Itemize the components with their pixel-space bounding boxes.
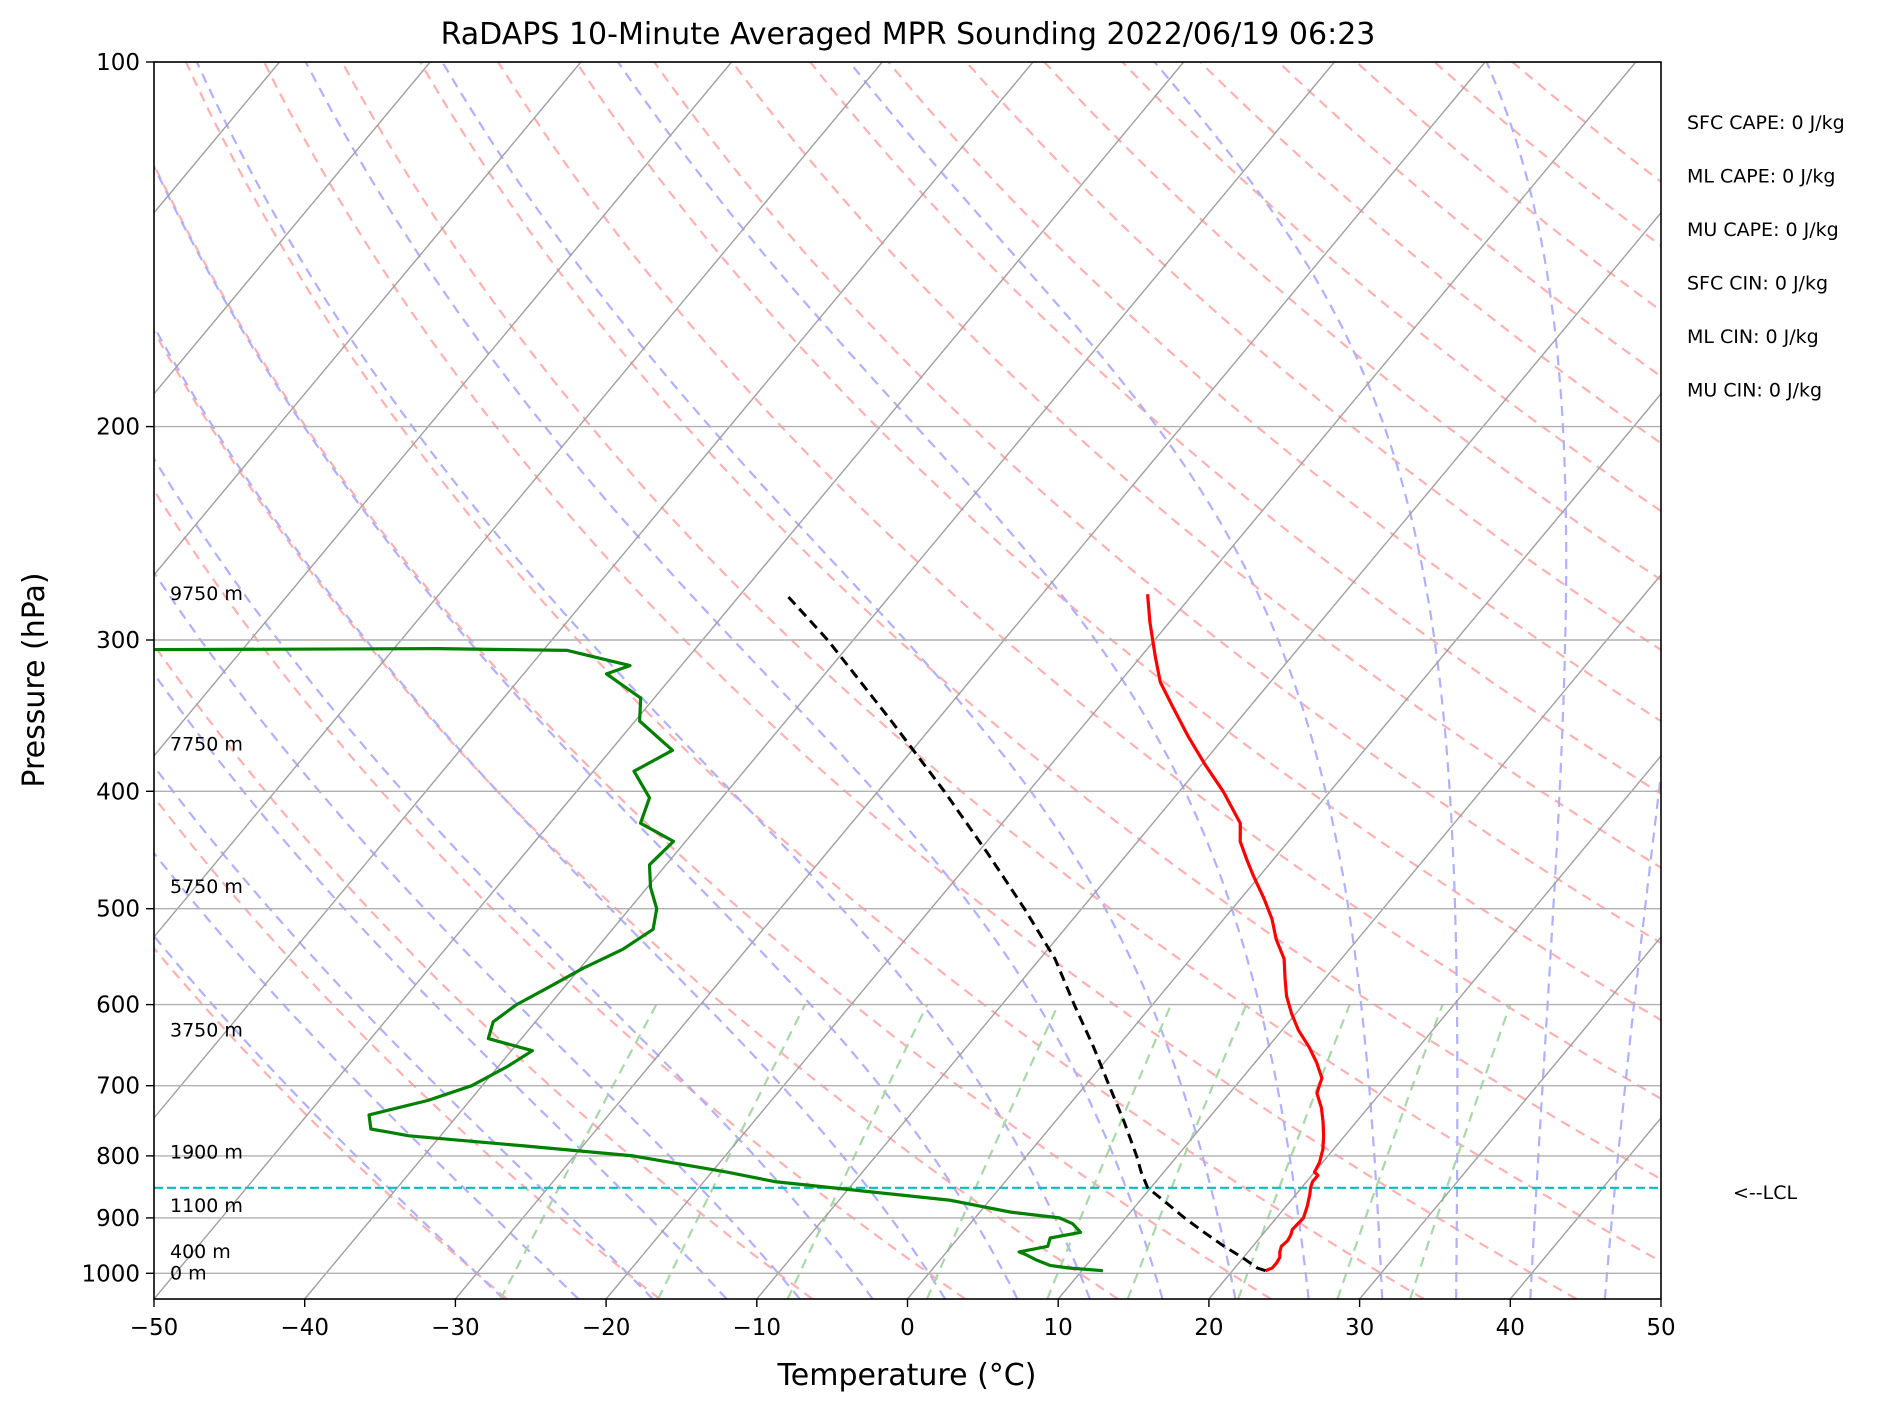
isotherm-line xyxy=(154,62,1185,1299)
mixing-ratio-line xyxy=(499,1004,658,1299)
dry-adiabat-line xyxy=(497,62,1661,1100)
y-tick-label: 100 xyxy=(96,50,140,76)
y-tick-label: 200 xyxy=(96,415,140,441)
mixing-ratio-line xyxy=(786,1004,929,1299)
isotherm-line xyxy=(1208,754,1661,1299)
dry-adiabat-line xyxy=(341,62,1661,1263)
moist-adiabat-line xyxy=(154,163,1019,1299)
isotherm-line xyxy=(1359,935,1661,1299)
dry-adiabat-line xyxy=(185,62,1425,1299)
dry-adiabat-line xyxy=(263,62,1578,1299)
sounding-traces xyxy=(154,593,1326,1273)
isotherm-line xyxy=(906,392,1661,1299)
moist-adiabat-line xyxy=(617,62,1310,1299)
moist-adiabat-line xyxy=(154,934,505,1299)
dry-adiabat-line xyxy=(653,62,1661,945)
x-tick-label: 40 xyxy=(1496,1315,1525,1341)
moist-adiabat-line xyxy=(1603,765,1661,1299)
mixing-ratio-line xyxy=(925,1004,1060,1299)
x-tick-label: −40 xyxy=(280,1315,329,1341)
dry-adiabat-line xyxy=(809,62,1661,796)
temperature-trace xyxy=(1146,594,1326,1273)
moist-adiabat-line xyxy=(154,456,874,1299)
y-tick-label: 900 xyxy=(96,1206,140,1232)
moist-adiabat-line xyxy=(195,62,1091,1299)
isotherm-line xyxy=(454,62,1486,1299)
mixing-ratio-line xyxy=(1237,1004,1351,1299)
mixing-ratio-line xyxy=(1126,1004,1248,1299)
x-tick-label: 10 xyxy=(1044,1315,1073,1341)
moist-adiabat-line xyxy=(154,324,947,1299)
moist-adiabat-line xyxy=(1153,62,1459,1299)
mixing-ratio-line xyxy=(1409,1004,1512,1299)
parcel-path-trace xyxy=(784,593,1267,1273)
dry-adiabat-line xyxy=(965,62,1661,652)
stability-annotation: MU CAPE: 0 J/kg xyxy=(1687,219,1839,241)
dewpoint-trace xyxy=(154,647,1104,1273)
y-tick-label: 800 xyxy=(96,1144,140,1170)
mixing-ratio-line xyxy=(1336,1004,1444,1299)
isotherm-line xyxy=(154,62,733,757)
x-tick-label: 20 xyxy=(1194,1315,1223,1341)
x-axis-label: Temperature (°C) xyxy=(777,1358,1037,1393)
height-label: 0 m xyxy=(170,1262,207,1284)
x-tick-label: 0 xyxy=(900,1315,915,1341)
x-tick-label: 30 xyxy=(1345,1315,1374,1341)
y-tick-label: 500 xyxy=(96,897,140,923)
height-label: 1900 m xyxy=(170,1142,243,1164)
isotherm-line xyxy=(154,62,582,576)
moist-adiabat-line xyxy=(441,62,1237,1299)
isotherm-line xyxy=(154,62,431,395)
chart-title: RaDAPS 10-Minute Averaged MPR Sounding 2… xyxy=(441,17,1376,52)
height-label: 3750 m xyxy=(170,1019,243,1041)
y-tick-label: 600 xyxy=(96,993,140,1019)
y-tick-label: 1000 xyxy=(81,1261,140,1287)
x-tick-label: −10 xyxy=(733,1315,782,1341)
x-tick-label: −30 xyxy=(431,1315,480,1341)
isotherm-line xyxy=(1057,573,1661,1299)
moist-adiabat-line xyxy=(304,62,1164,1299)
dry-adiabat-line xyxy=(1043,62,1661,582)
x-tick-label: −20 xyxy=(582,1315,631,1341)
isotherm-line xyxy=(154,62,1034,1120)
stability-annotation: ML CAPE: 0 J/kg xyxy=(1687,166,1835,188)
moist-adiabat-line xyxy=(1485,62,1568,1299)
height-label: 7750 m xyxy=(170,734,243,756)
height-label: 400 m xyxy=(170,1241,231,1263)
moist-adiabat-line xyxy=(154,851,580,1299)
height-label: 1100 m xyxy=(170,1195,243,1217)
dry-adiabat-line xyxy=(154,643,814,1299)
lcl-label: <--LCL xyxy=(1733,1182,1797,1204)
dry-adiabat-line xyxy=(575,62,1661,1022)
stability-annotations: SFC CAPE: 0 J/kg ML CAPE: 0 J/kg MU CAPE: … xyxy=(1687,112,1845,402)
y-tick-label: 400 xyxy=(96,779,140,805)
pressure-gridlines xyxy=(154,62,1661,1275)
dry-adiabat-line xyxy=(154,162,1272,1299)
stability-annotation: SFC CAPE: 0 J/kg xyxy=(1687,112,1845,134)
background-lines xyxy=(154,62,1661,1299)
y-axis-label: Pressure (hPa) xyxy=(17,572,52,787)
stability-annotation: ML CIN: 0 J/kg xyxy=(1687,326,1819,348)
y-tick-label: 300 xyxy=(96,628,140,654)
x-tick-label: −50 xyxy=(130,1315,179,1341)
y-axis: 1000 900 800 700 600 500 400 300 200 100 xyxy=(81,50,154,1287)
isotherm-line xyxy=(304,62,1335,1299)
stability-annotation: MU CIN: 0 J/kg xyxy=(1687,380,1822,402)
moist-adiabat-line xyxy=(848,62,1384,1299)
isotherm-line xyxy=(756,211,1661,1299)
mixing-ratio-line xyxy=(1046,1004,1173,1299)
y-tick-label: 700 xyxy=(96,1074,140,1100)
height-label: 9750 m xyxy=(170,583,243,605)
stability-annotation: SFC CIN: 0 J/kg xyxy=(1687,273,1828,295)
isotherm-line xyxy=(154,62,883,939)
x-tick-label: 50 xyxy=(1646,1315,1675,1341)
x-axis: −50 −40 −30 −20 −10 0 10 20 30 40 50 xyxy=(130,1299,1676,1341)
isotherm-line xyxy=(605,62,1637,1299)
height-label: 5750 m xyxy=(170,876,243,898)
